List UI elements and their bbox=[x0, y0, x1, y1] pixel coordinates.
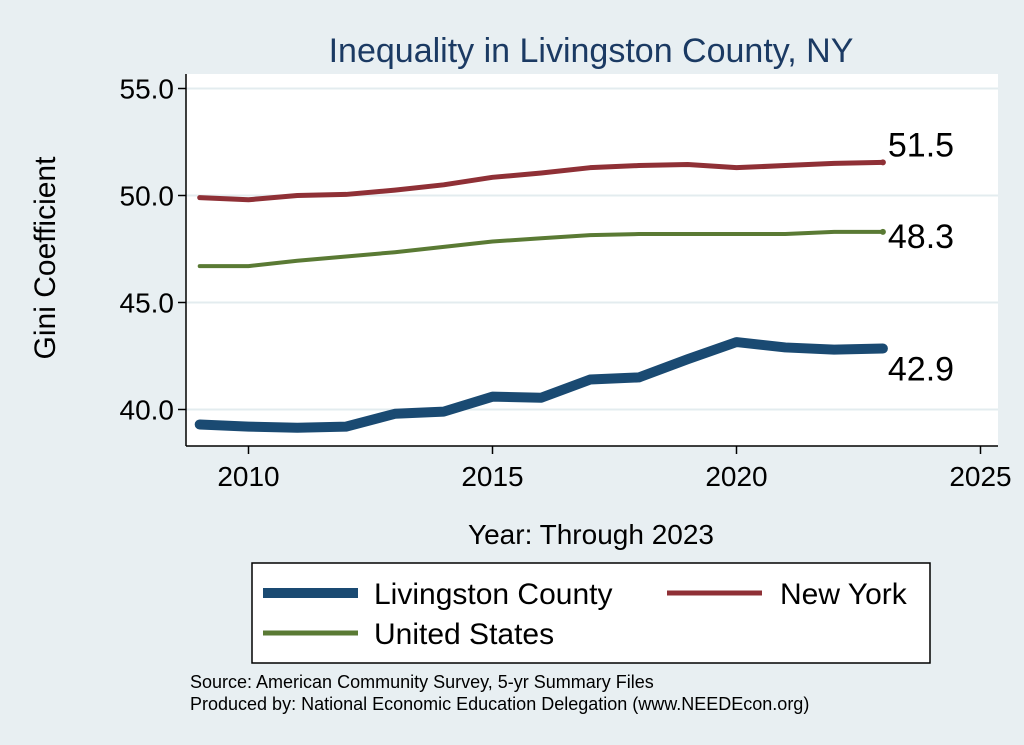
y-tick-label: 45.0 bbox=[120, 288, 175, 319]
legend-box bbox=[251, 562, 931, 664]
end-labels: 42.9 51.5 48.3 bbox=[888, 126, 954, 388]
chart-title: Inequality in Livingston County, NY bbox=[329, 32, 854, 70]
legend-label-livingston: Livingston County bbox=[374, 578, 612, 611]
series-end-point-united-states bbox=[879, 228, 886, 235]
end-label-livingston: 42.9 bbox=[888, 351, 954, 389]
series-end-point-new-york bbox=[879, 159, 886, 166]
series-line-new-york bbox=[197, 159, 886, 203]
series-line-united-states bbox=[197, 229, 885, 269]
legend-label-united-states: United States bbox=[374, 618, 554, 651]
legend: Livingston County New York United States bbox=[251, 562, 931, 664]
legend-label-new-york: New York bbox=[780, 578, 908, 611]
series-end-point-livingston bbox=[879, 345, 886, 352]
source-note: Source: American Community Survey, 5-yr … bbox=[190, 672, 654, 692]
y-axis-title: Gini Coefficient bbox=[29, 156, 62, 360]
y-tick-label: 50.0 bbox=[120, 181, 175, 212]
end-label-united-states: 48.3 bbox=[888, 218, 954, 256]
x-tick-label: 2010 bbox=[217, 461, 279, 492]
y-tick-label: 40.0 bbox=[120, 395, 175, 426]
y-tick-label: 55.0 bbox=[120, 74, 175, 105]
x-tick-label: 2020 bbox=[705, 461, 767, 492]
end-label-new-york: 51.5 bbox=[888, 126, 954, 164]
axes: 40.0 45.0 50.0 55.0 2010 2015 2020 2025 bbox=[120, 74, 1012, 493]
x-tick-label: 2025 bbox=[949, 461, 1011, 492]
x-tick-label: 2015 bbox=[461, 461, 523, 492]
series-lines bbox=[194, 159, 888, 433]
producer-note: Produced by: National Economic Education… bbox=[190, 694, 809, 714]
x-axis-title: Year: Through 2023 bbox=[468, 519, 714, 550]
series-line-livingston bbox=[194, 337, 888, 433]
